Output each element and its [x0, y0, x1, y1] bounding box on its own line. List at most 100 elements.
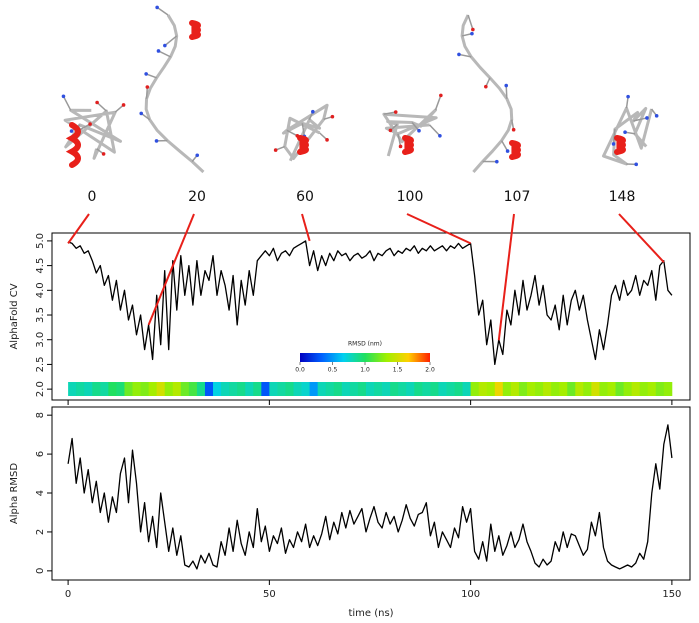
heatmap-cell: [422, 382, 431, 396]
colorbar: [300, 353, 430, 362]
heatmap-cell: [567, 382, 576, 396]
heatmap-cell: [639, 382, 649, 396]
atom: [155, 5, 159, 10]
helix: [614, 135, 626, 155]
side-chain: [458, 53, 472, 58]
colorbar-label tiny: RMSD (nm): [348, 341, 382, 348]
heatmap-cell: [583, 382, 592, 396]
heatmap-cell: [575, 382, 584, 396]
heatmap-cell: [591, 382, 600, 396]
snapshot-label: 100: [397, 189, 424, 205]
heatmap-cell: [116, 382, 125, 396]
atom: [457, 52, 461, 57]
heatmap-cell: [623, 382, 633, 396]
heatmap-cell: [92, 382, 101, 396]
heatmap-cell: [277, 382, 286, 396]
heatmap-cell: [357, 382, 367, 396]
atom: [484, 84, 488, 89]
backbone: [602, 106, 653, 166]
atom: [195, 153, 200, 158]
y-tick-label: 5.0: [35, 233, 46, 249]
helix: [189, 20, 201, 40]
heatmap-cell: [164, 382, 174, 396]
heatmap-cell: [84, 382, 93, 396]
plot-frame: [51, 406, 691, 581]
heatmap-cell: [382, 382, 391, 396]
heatmap-cell: [76, 382, 85, 396]
heatmap-cell: [535, 382, 544, 396]
helix: [65, 122, 81, 168]
heatmap-cell: [494, 382, 504, 396]
colorbar-tick-label: 2.0: [425, 367, 435, 374]
side-chain: [612, 129, 616, 145]
y-tick-label: 4: [35, 490, 46, 496]
side-chain: [156, 6, 169, 16]
side-chain: [145, 73, 157, 79]
heatmap-cell: [486, 382, 496, 396]
side-chain: [467, 14, 474, 30]
snapshot-label: 148: [609, 189, 636, 205]
atom: [623, 130, 627, 134]
atom: [393, 110, 398, 114]
colorbar-tick-label: 0.0: [295, 367, 305, 374]
heatmap-cell: [543, 382, 552, 396]
heatmap-cell: [269, 382, 278, 396]
heatmap-cell: [607, 382, 616, 396]
heatmap-cell: [68, 382, 77, 396]
heatmap-cell: [647, 382, 657, 396]
side-chain: [505, 85, 508, 99]
heatmap-cell: [172, 382, 182, 396]
atom: [145, 85, 150, 89]
snapshot-connector: [147, 213, 195, 326]
atom: [69, 129, 74, 133]
atom: [438, 133, 442, 138]
heatmap-cell: [301, 382, 311, 396]
atom: [325, 138, 329, 142]
atom: [417, 128, 421, 133]
atom: [439, 93, 443, 98]
side-chain: [96, 101, 107, 112]
snapshot-connector: [67, 213, 90, 244]
atom: [388, 128, 393, 133]
backbone: [382, 108, 438, 157]
heatmap-cell: [406, 382, 415, 396]
heatmap-cell: [293, 382, 302, 396]
heatmap-cell: [261, 382, 270, 396]
protein-snapshot: [139, 5, 205, 174]
heatmap-cell: [253, 382, 262, 396]
side-chain: [62, 95, 72, 111]
atom: [330, 114, 335, 119]
atom: [61, 94, 66, 99]
atom: [273, 148, 278, 152]
side-chain: [145, 86, 149, 99]
side-chain: [158, 50, 171, 58]
y-tick-label: 3.5: [35, 307, 46, 323]
heatmap-cell: [615, 382, 624, 396]
colorbar-tick-label: 1.0: [360, 367, 370, 374]
heatmap-cell: [365, 382, 375, 396]
y-tick-label: 2: [35, 529, 46, 535]
heatmap-cell: [349, 382, 359, 396]
heatmap-cell: [196, 382, 206, 396]
protein-snapshot: [602, 94, 659, 167]
atom: [611, 142, 616, 146]
heatmap-cell: [478, 382, 488, 396]
heatmap-cell: [390, 382, 399, 396]
atom: [654, 114, 659, 118]
protein-snapshot: [382, 93, 443, 157]
atom: [311, 109, 315, 114]
heatmap-cell: [100, 382, 109, 396]
heatmap-cell: [309, 382, 319, 396]
backbone: [63, 108, 122, 160]
snapshot-label: 0: [88, 189, 97, 205]
backbone: [281, 103, 329, 162]
heatmap-cell: [454, 382, 463, 396]
colorbar-tick-label: 1.5: [393, 367, 403, 374]
heatmap-cell: [317, 382, 327, 396]
heatmap-cell: [213, 382, 222, 396]
snapshot-label: 60: [296, 189, 314, 205]
side-chain: [397, 133, 402, 147]
x-tick-label: 150: [662, 589, 681, 600]
side-chain: [301, 123, 306, 137]
